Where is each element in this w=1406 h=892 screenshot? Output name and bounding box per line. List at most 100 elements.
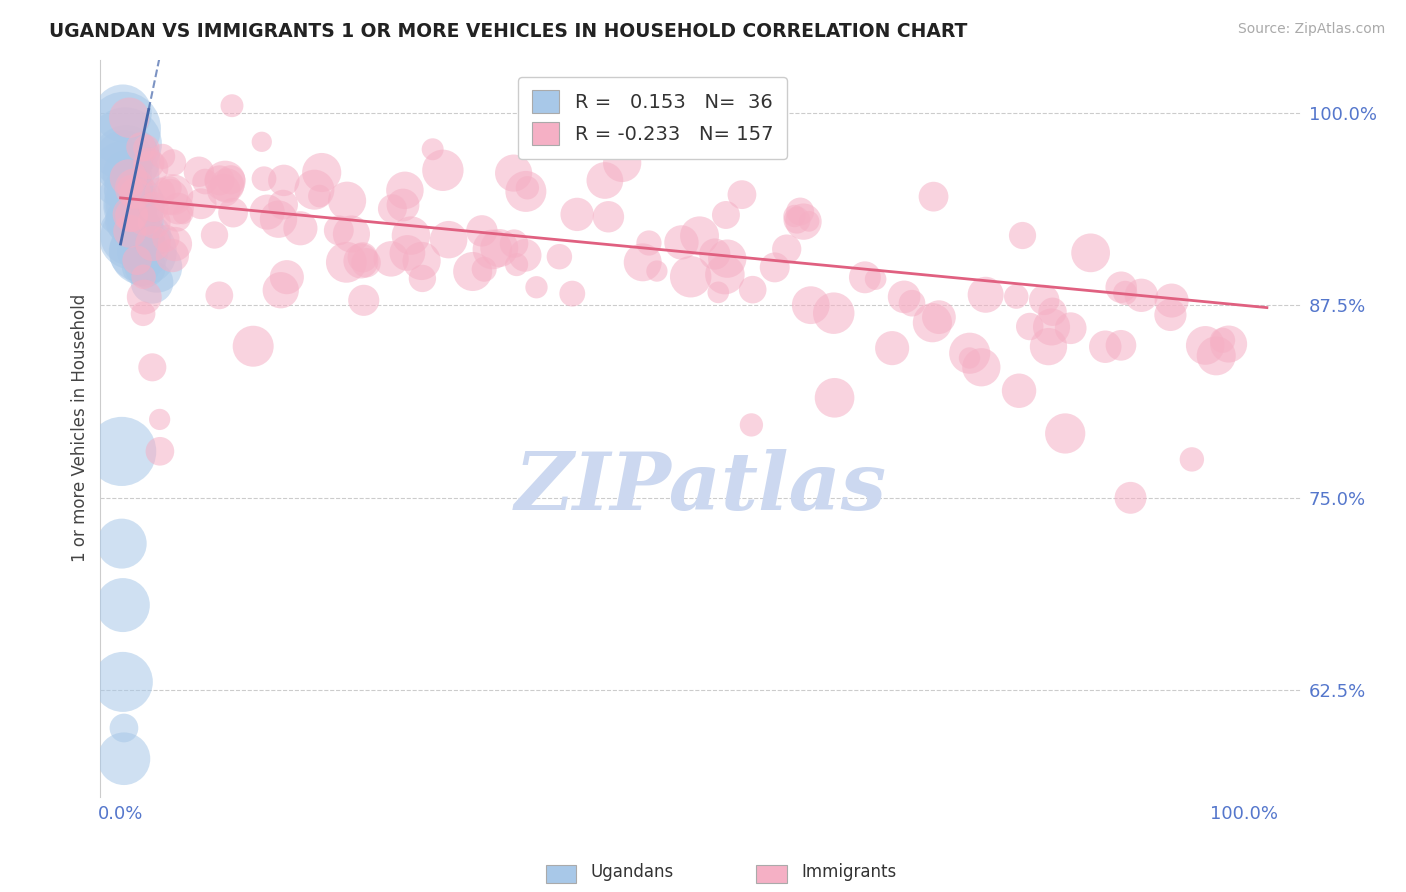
Y-axis label: 1 or more Vehicles in Household: 1 or more Vehicles in Household [72,294,89,563]
Point [135,141,157,155]
Point [112,752,135,766]
Point [353,293,375,308]
Point [472,262,495,277]
Point [125,253,148,268]
Point [290,221,312,235]
Point [1033,293,1056,307]
Point [335,255,357,269]
Point [276,270,298,285]
Point [118,229,141,244]
Point [219,173,242,187]
Point [187,165,209,179]
Point [142,200,165,214]
Point [117,198,139,212]
Point [422,142,444,156]
Point [1212,333,1234,347]
Point [354,256,377,270]
Point [167,202,190,216]
Point [214,174,236,188]
Point [380,252,402,266]
Point [194,175,217,189]
Point [155,231,177,245]
Point [740,417,762,432]
Text: ZIPatlas: ZIPatlas [515,449,887,526]
Point [548,250,571,264]
Point [124,186,146,201]
Point [122,214,145,228]
Point [115,153,138,167]
Point [118,111,141,125]
Point [162,187,184,202]
Point [120,207,142,221]
Point [172,207,194,221]
Point [502,166,524,180]
Point [215,178,238,193]
Point [716,252,738,266]
Point [928,310,950,325]
Point [776,242,799,256]
Point [1218,337,1240,351]
Point [1011,228,1033,243]
Point [1109,338,1132,352]
Point [921,316,943,330]
Point [411,254,433,268]
Point [714,268,737,282]
Point [865,272,887,286]
Point [308,189,330,203]
Point [488,241,510,255]
Point [250,135,273,149]
Point [800,298,823,312]
Point [117,171,139,186]
Point [112,153,135,167]
Point [396,246,419,260]
Point [121,229,143,244]
Point [115,214,138,228]
Point [163,237,186,252]
Point [221,98,243,112]
Point [1054,426,1077,441]
Point [162,155,184,169]
Point [270,283,292,297]
Point [111,674,134,689]
Point [741,283,763,297]
Point [122,198,145,212]
Point [671,235,693,250]
Point [271,197,294,211]
Point [138,229,160,244]
Point [129,140,152,154]
Point [786,213,808,227]
Point [1109,280,1132,294]
Point [267,212,290,227]
Point [145,260,167,274]
Point [208,288,231,302]
Point [645,264,668,278]
Point [159,181,181,195]
Point [112,721,135,735]
Point [612,156,634,170]
Point [120,181,142,195]
Point [1194,338,1216,352]
Point [437,233,460,247]
Point [432,163,454,178]
Point [893,290,915,304]
Point [824,391,846,405]
Point [328,223,350,237]
Legend: R =   0.153   N=  36, R = -0.233   N= 157: R = 0.153 N= 36, R = -0.233 N= 157 [519,77,787,159]
Point [922,189,945,203]
Point [1114,285,1136,300]
Point [121,198,143,212]
Point [853,270,876,285]
Point [561,286,583,301]
Point [1005,289,1028,303]
Point [797,214,820,228]
Point [411,271,433,285]
Point [1159,308,1181,322]
Point [882,341,904,355]
Point [1181,452,1204,467]
Point [124,181,146,195]
Point [138,156,160,170]
Point [513,248,536,262]
Point [143,215,166,229]
Point [120,214,142,228]
Point [707,285,730,300]
